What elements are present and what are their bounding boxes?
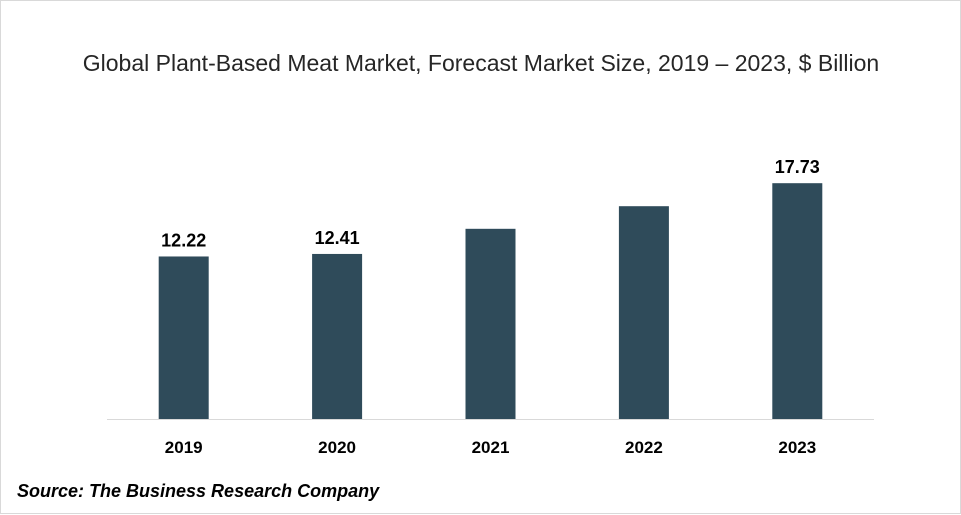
x-tick-label-2022: 2022 [625,438,663,457]
bar-2023 [772,183,823,419]
chart-title: Global Plant-Based Meat Market, Forecast… [82,50,880,76]
bar-2022 [618,206,669,419]
x-tick-label-2019: 2019 [165,438,203,457]
data-label-2020: 12.41 [315,228,360,248]
data-label-2023: 17.73 [775,157,820,177]
bar-2019 [158,256,209,419]
data-label-2019: 12.22 [161,230,206,250]
bar-2021 [465,228,516,419]
x-tick-label-2023: 2023 [778,438,816,457]
x-tick-label-2020: 2020 [318,438,356,457]
source-note: Source: The Business Research Company [17,481,380,501]
x-tick-label-2021: 2021 [472,438,510,457]
bar-2020 [312,253,363,419]
